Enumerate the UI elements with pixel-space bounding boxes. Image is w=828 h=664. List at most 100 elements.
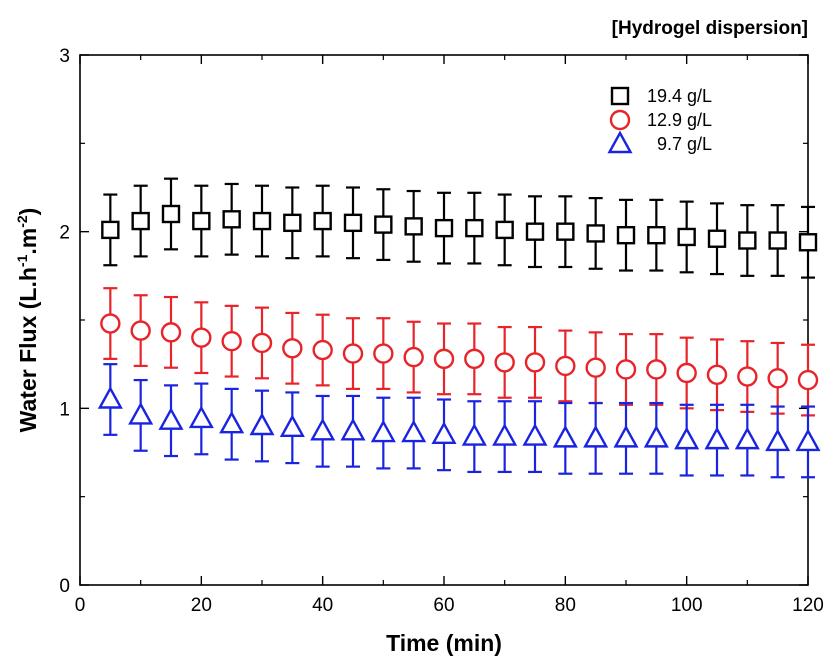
data-point (676, 362, 697, 384)
data-point (677, 227, 696, 247)
chart-title: [Hydrogel dispersion] (612, 18, 808, 39)
data-point (525, 222, 545, 241)
series-square (101, 177, 818, 279)
data-point (342, 343, 364, 364)
y-tick-label: 0 (59, 576, 70, 597)
data-point (524, 352, 546, 373)
x-tick-label: 60 (433, 595, 454, 616)
data-point (647, 225, 666, 245)
legend: 19.4 g/L 12.9 g/L 9.7 g/L (607, 86, 712, 154)
data-point (161, 204, 181, 224)
data-point (738, 231, 757, 250)
data-point (252, 211, 272, 231)
data-point (310, 417, 336, 441)
data-point (312, 339, 333, 361)
data-point (556, 222, 575, 241)
data-point (100, 313, 121, 334)
legend-label: 12.9 g/L (647, 110, 712, 130)
data-point (188, 405, 214, 429)
y-tick-label: 1 (59, 399, 70, 420)
series-layer (97, 177, 821, 479)
data-point (97, 386, 123, 409)
data-point (404, 217, 423, 236)
x-axis-title: Time (min) (386, 630, 502, 656)
data-point (613, 424, 639, 448)
data-point (492, 423, 518, 446)
data-point (495, 220, 514, 240)
data-point (373, 343, 394, 364)
legend-label: 9.7 g/L (657, 134, 712, 154)
x-tick-label: 0 (75, 595, 86, 616)
data-point (403, 346, 424, 368)
series-circle (100, 287, 819, 417)
data-point (767, 368, 788, 389)
x-tick-label: 20 (191, 595, 212, 616)
x-axis: 0 20 40 60 80 100 120 (75, 55, 824, 616)
data-point (737, 366, 758, 387)
x-tick-label: 100 (671, 595, 703, 616)
data-point (221, 331, 242, 352)
data-point (340, 417, 366, 441)
data-point (370, 419, 396, 443)
data-point (434, 218, 454, 238)
data-point (343, 213, 363, 233)
data-point (101, 220, 120, 240)
data-point (279, 414, 305, 437)
data-point (522, 423, 548, 446)
x-tick-label: 80 (555, 595, 576, 616)
data-point (249, 412, 275, 436)
data-point (765, 428, 791, 452)
data-point (616, 225, 636, 245)
data-point (798, 233, 818, 252)
data-point (734, 426, 760, 450)
y-axis: 0 1 2 3 (59, 46, 808, 597)
data-point (131, 211, 150, 231)
data-point (283, 213, 302, 233)
data-point (401, 419, 427, 443)
legend-marker-square (610, 86, 630, 106)
data-point (313, 211, 332, 231)
data-point (585, 357, 606, 378)
data-point (494, 352, 515, 373)
data-point (374, 215, 393, 234)
data-point (795, 428, 821, 452)
data-point (704, 426, 730, 450)
y-axis-title: Water Flux (L.h-1.m-2) (14, 208, 41, 433)
data-point (615, 359, 637, 380)
data-point (552, 424, 578, 448)
data-point (586, 224, 605, 243)
data-point (251, 332, 273, 354)
x-tick-label: 40 (312, 595, 333, 616)
data-point (464, 348, 485, 370)
y-tick-label: 3 (59, 46, 70, 67)
legend-marker-circle (609, 109, 631, 131)
data-point (130, 320, 151, 341)
series-triangle (97, 363, 821, 479)
data-point (158, 407, 184, 430)
data-point (583, 424, 609, 448)
data-point (465, 218, 484, 238)
data-point (222, 210, 241, 229)
data-point (461, 423, 487, 446)
legend-marker-triangle (607, 130, 633, 154)
data-point (768, 231, 787, 250)
data-point (797, 369, 819, 391)
data-point (219, 410, 245, 434)
data-point (431, 421, 457, 445)
data-point (192, 211, 211, 231)
data-point (646, 359, 667, 380)
data-point (643, 424, 669, 448)
data-point (191, 327, 212, 348)
data-point (706, 364, 728, 385)
data-point (555, 355, 576, 377)
data-point (674, 426, 700, 450)
legend-label: 19.4 g/L (647, 86, 712, 106)
data-point (160, 322, 182, 343)
data-point (433, 348, 455, 370)
y-tick-label: 2 (59, 223, 70, 244)
data-point (707, 229, 727, 248)
data-point (282, 338, 303, 359)
x-tick-label: 120 (792, 595, 824, 616)
data-point (128, 401, 154, 425)
